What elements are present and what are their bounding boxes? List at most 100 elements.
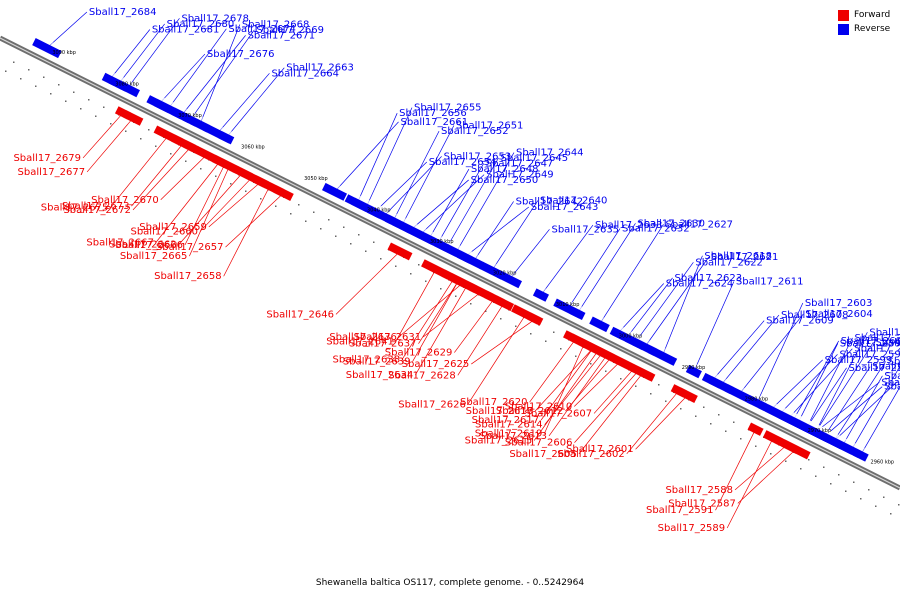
gene-label-Sball17_2644: Sball17_2644 [516, 148, 584, 159]
gene-label-Sball17_2603: Sball17_2603 [805, 298, 873, 309]
leader-Sball17_2579 [833, 361, 886, 442]
gene-glyph [724, 381, 757, 405]
gene-glyph [322, 179, 351, 201]
tick-label-2980: 2980 kbp [745, 396, 769, 402]
genome-axis [0, 35, 900, 491]
leader-Sball17_2680 [118, 23, 165, 85]
leader-Sball17_2618 [662, 255, 703, 356]
guide-dot [740, 438, 742, 440]
leader-Sball17_2668 [199, 24, 241, 125]
leader-Sball17_2632 [567, 228, 621, 309]
leader-Sball17_2664 [217, 73, 270, 134]
leader-Sball17_2637 [418, 280, 459, 344]
gene-label-Sball17_2678: Sball17_2678 [181, 13, 249, 24]
gene-shade [833, 433, 858, 448]
gene-label-Sball17_2681: Sball17_2681 [152, 25, 220, 36]
gene-label-Sball17_2584: Sball17_2584 [849, 363, 900, 374]
leader-Sball17_2588 [734, 444, 788, 491]
gene-shade [761, 397, 787, 412]
gene-glyph [463, 250, 487, 270]
gene-glyph [802, 420, 831, 442]
tick-label-3020: 3020 kbp [493, 270, 517, 276]
gene-shade [235, 161, 256, 174]
gene-label-Sball17_2658: Sball17_2658 [154, 271, 222, 282]
gene-label-Sball17_2672: Sball17_2672 [63, 205, 131, 216]
gene-shade [615, 324, 645, 341]
guide-dot [170, 153, 172, 155]
gene-glyph [212, 151, 241, 173]
guide-dot [530, 333, 532, 335]
gene-label-Sball17_2627: Sball17_2627 [665, 219, 733, 230]
gene-glyph [609, 323, 629, 341]
axis-highlight [0, 37, 900, 489]
gene-shade [651, 342, 681, 359]
guide-dot [665, 400, 667, 402]
gene-label-Sball17_2639: Sball17_2639 [343, 357, 411, 368]
leader-Sball17_2596 [797, 343, 839, 424]
gene-label-Sball17_2663: Sball17_2663 [286, 63, 354, 74]
gene-label-Sball17_2671: Sball17_2671 [248, 30, 316, 41]
gene-shade [401, 217, 427, 232]
guide-dot [710, 423, 712, 425]
genome-caption: Shewanella baltica OS117, complete genom… [315, 578, 585, 588]
gene-label-Sball17_2643: Sball17_2643 [531, 202, 599, 213]
label-leaders [46, 11, 900, 529]
gene-shade [766, 427, 787, 439]
guide-dot [50, 93, 52, 95]
gene-glyph [823, 430, 847, 450]
leader-Sball17_2647 [437, 163, 485, 244]
guide-dot [215, 175, 217, 177]
gene-shade [573, 330, 603, 347]
leader-Sball17_2624 [617, 283, 664, 334]
gene-label-Sball17_2677: Sball17_2677 [18, 167, 86, 178]
guide-dot [200, 168, 202, 170]
gene-label-Sball17_2604: Sball17_2604 [805, 309, 873, 320]
gene-shade [388, 211, 405, 221]
gene-glyph [194, 142, 223, 164]
gene-label-Sball17_2638: Sball17_2638 [333, 354, 401, 365]
leader-Sball17_2658 [223, 186, 270, 277]
gene-shade [35, 34, 65, 51]
gene-label-Sball17_2645: Sball17_2645 [501, 153, 569, 164]
gene-body [623, 360, 654, 381]
gene-shade [185, 110, 202, 120]
guide-dot [350, 243, 352, 245]
gene-shade [804, 419, 834, 436]
gene-label-Sball17_2606: Sball17_2606 [505, 438, 573, 449]
leader-Sball17_2654 [374, 161, 428, 213]
gene-body [273, 185, 294, 201]
leader-Sball17_2633 [540, 224, 594, 296]
gene-shade [806, 420, 831, 435]
leader-Sball17_2627 [599, 224, 664, 325]
guide-dot [298, 204, 300, 206]
gene-shade [431, 232, 452, 245]
gene-body [114, 79, 140, 98]
gene-label-Sball17_2619: Sball17_2619 [475, 429, 543, 440]
gene-glyph [589, 313, 613, 333]
gene-body [122, 110, 144, 126]
guide-dot [373, 241, 375, 243]
leader-Sball17_2585 [860, 386, 900, 456]
guide-dot [73, 91, 75, 93]
gene-body [609, 326, 626, 341]
tick-label-3070: 3070 kbp [178, 113, 202, 119]
gene-label-Sball17_2664: Sball17_2664 [271, 68, 339, 79]
gene-label-Sball17_2623: Sball17_2623 [675, 273, 743, 284]
gene-glyph [32, 34, 65, 59]
guide-dot [125, 130, 127, 132]
gene-label-Sball17_2608: Sball17_2608 [781, 310, 849, 321]
gene-shade [728, 381, 757, 398]
leader-Sball17_2590 [842, 375, 883, 446]
gene-glyph [146, 92, 175, 113]
gene-body [153, 125, 184, 146]
leader-Sball17_2657 [225, 192, 284, 248]
gene-label-Sball17_2657: Sball17_2657 [156, 242, 224, 253]
gene-shade [348, 191, 373, 205]
leader-Sball17_2635 [509, 229, 550, 280]
guide-dot [823, 466, 825, 468]
gene-label-Sball17_2670: Sball17_2670 [91, 195, 159, 206]
gene-body [32, 37, 62, 59]
leader-Sball17_2642 [473, 201, 514, 262]
gene-shade [844, 439, 865, 451]
guide-dot [470, 303, 472, 305]
